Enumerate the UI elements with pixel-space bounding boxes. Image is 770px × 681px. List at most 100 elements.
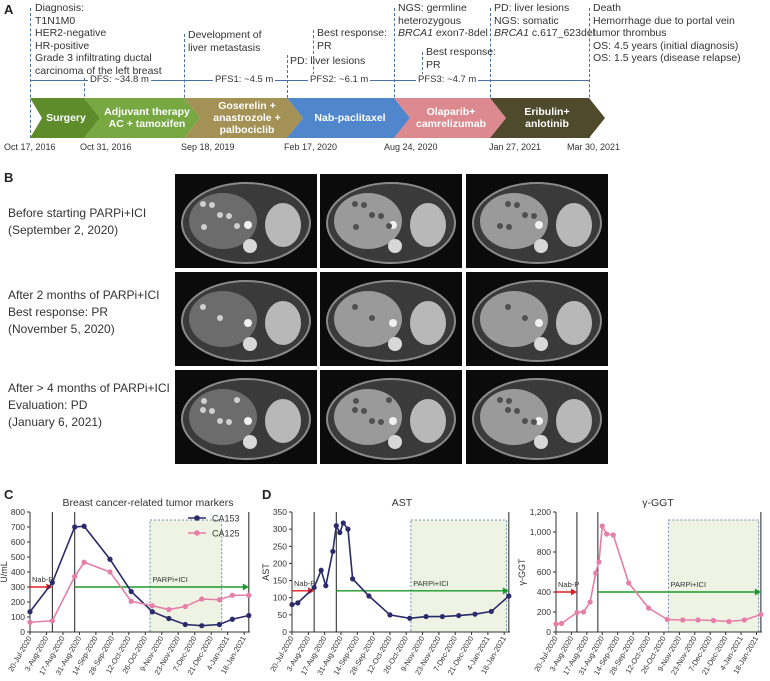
data-point [337,529,343,536]
data-point [166,606,172,613]
marker-line [490,8,491,138]
data-point [664,616,670,623]
mri-scan-image [175,370,317,464]
data-point [128,598,134,604]
y-tick-label: 300 [11,582,25,592]
data-point [333,523,339,529]
panel-label-b: B [4,170,14,185]
arrow-label: Nab-P [294,579,315,588]
date-label: Feb 17, 2020 [284,142,338,152]
best-response-2-annotation: Best response: PR [426,46,496,71]
data-point [311,584,317,591]
y-tick-label: 600 [11,537,25,547]
data-point [587,599,593,605]
marker-line [287,55,288,138]
data-point [289,601,295,608]
mri-scan-image [175,174,317,268]
data-point [366,593,372,599]
annotation-line: BRCA1 c.617_623del [494,27,595,40]
y-tick-label: 700 [11,522,25,532]
imaging-row-label-3: After > 4 months of PARPi+ICI Evaluation… [8,380,170,431]
y-tick-label: 800 [11,507,25,517]
treatment-label-adjuvant: Adjuvant therapy AC + tamoxifen [104,106,190,130]
death-annotation: Death Hemorrhage due to portal vein tumo… [593,2,741,65]
panel-label-a: A [4,2,14,17]
mri-scan-image [320,272,462,366]
chevron-eribulin [490,98,605,138]
date-label: Sep 18, 2019 [181,142,235,152]
pd2-annotation: PD: liver lesions NGS: somatic BRCA1 c.6… [494,2,595,40]
series-line [291,521,510,620]
data-point [216,621,223,628]
chevron-olaparib [394,98,506,138]
row-label-line: Best response: PR [8,305,109,319]
data-point [488,608,494,615]
annotation-line: Development of [188,29,262,41]
y-tick-label: 100 [11,612,25,622]
annotation-line: BRCA1 exon7-8del [398,27,488,40]
annotation-line: HER2-negative [35,27,107,39]
data-point [558,620,565,627]
legend-marker [194,515,200,521]
mri-scan-image [466,370,608,464]
chevron-surgery [30,98,100,138]
variant: c.617_623del [529,27,595,39]
arrow-head [570,588,577,596]
chevron-goserelin [184,98,303,138]
data-point [407,615,413,621]
row-label-line: (January 6, 2021) [8,415,103,429]
annotation-line: liver metastasis [188,41,261,54]
ast-chart: AST050100150200250300350AST20-Jul-20203-… [262,497,512,677]
y-tick-label: 150 [273,576,287,586]
treatment-label-eribulin: Eribulin+ anlotinib [524,106,570,130]
annotation-line: carcinoma of the left breast [35,64,162,77]
chart-title: Breast cancer-related tumor markers [63,497,234,509]
annotation-line: T1N1M0 [35,14,76,27]
annotation-line: Best response: [317,27,388,39]
data-point [81,559,87,565]
data-point [340,520,346,526]
mri-scan-image [320,370,462,464]
data-point [107,556,113,562]
arrow-head [502,587,509,595]
data-point [323,583,329,589]
mri-scan-image [175,272,317,366]
gene-name: BRCA1 [494,27,530,39]
data-point [580,609,587,615]
y-tick-label: 0 [546,627,551,637]
data-point [610,532,616,538]
date-label: Oct 31, 2016 [80,142,132,152]
data-point [596,559,602,565]
data-point [456,612,462,619]
treatment-label-nab-paclitaxel: Nab-paclitaxel [314,112,386,124]
y-tick-label: 600 [537,567,551,577]
y-tick-label: 250 [273,541,287,551]
gene-name: BRCA1 [398,27,434,39]
mri-scan-image [320,174,462,268]
treatment-label-olaparib: Olaparib+ camrelizumab [415,106,487,130]
y-tick-label: 0 [282,627,287,637]
annotation-line: Hemorrhage due to portal vein [593,14,735,27]
chevron-adjuvant [84,98,200,138]
y-tick-label: 500 [11,552,25,562]
data-point [599,523,605,529]
data-point [695,617,701,623]
data-point [626,580,632,586]
liver-metastasis-annotation: Development of liver metastasis [188,29,262,54]
arrow-label: Nab-P [558,580,579,589]
data-point [27,619,33,625]
data-point [758,611,764,618]
y-tick-label: 0 [20,627,25,637]
y-tick-label: 200 [11,597,25,607]
y-axis-label: AST [262,563,271,581]
annotation-line: Best response: [426,46,497,58]
treatment-chevrons [30,98,605,138]
data-point [49,579,55,586]
y-tick-label: 300 [273,524,287,534]
legend-label: CA153 [212,514,240,524]
marker-line [422,52,423,80]
ngs-germline-annotation: NGS: germline heterozygous BRCA1 exon7-8… [398,2,488,40]
best-response-annotation: Best response: PR [317,27,387,52]
annotation-line: OS: 4.5 years (initial diagnosis) [593,39,739,52]
date-label: Oct 17, 2016 [4,142,56,152]
